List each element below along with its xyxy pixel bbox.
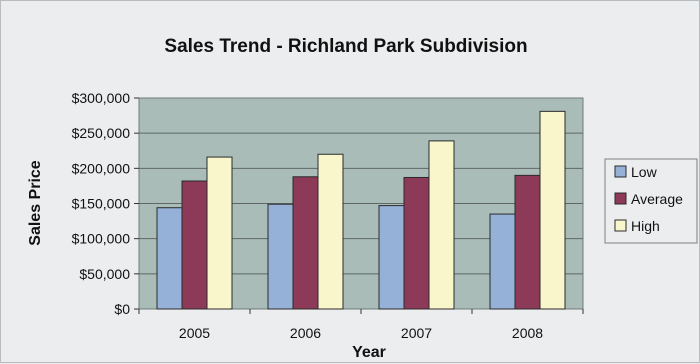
- bar-low-2008: [489, 213, 516, 310]
- x-tick-label: 2007: [401, 325, 432, 341]
- y-tick-label: $0: [114, 301, 130, 317]
- legend-swatch-average: [614, 192, 627, 205]
- y-tick-label: $50,000: [79, 266, 130, 282]
- x-tick-label: 2008: [512, 325, 543, 341]
- bar-high-2007: [428, 140, 455, 310]
- bar-low-2006: [267, 203, 294, 310]
- legend: Low Average High: [604, 158, 698, 244]
- bar-high-2006: [317, 153, 344, 310]
- y-tick-label: $250,000: [72, 125, 131, 141]
- legend-swatch-high: [614, 219, 627, 232]
- bar-high-2005: [206, 156, 233, 310]
- bar-average-2008: [514, 174, 541, 310]
- y-tick-label: $150,000: [72, 196, 131, 212]
- chart-title: Sales Trend - Richland Park Subdivision: [164, 36, 527, 57]
- y-tick-label: $200,000: [72, 160, 131, 176]
- legend-swatch-low: [614, 165, 627, 178]
- legend-label-high: High: [631, 218, 660, 234]
- bar-average-2005: [181, 180, 208, 310]
- legend-label-average: Average: [631, 191, 683, 207]
- bar-average-2006: [292, 176, 319, 310]
- legend-label-low: Low: [631, 164, 658, 180]
- x-tick-label: 2006: [290, 325, 321, 341]
- bar-average-2007: [403, 176, 430, 310]
- bar-low-2005: [156, 207, 183, 310]
- bar-low-2007: [378, 205, 405, 310]
- bar-high-2008: [539, 110, 566, 310]
- y-tick-label: $100,000: [72, 231, 131, 247]
- y-axis-label: Sales Price: [27, 160, 44, 246]
- x-tick-label: 2005: [179, 325, 210, 341]
- bars: [156, 110, 566, 310]
- y-axis-ticks: $0 $50,000 $100,000 $150,000 $200,000 $250,00…: [72, 90, 139, 317]
- x-axis-ticks: 2005 2006 2007 2008: [138, 309, 584, 341]
- y-tick-label: $300,000: [72, 90, 131, 106]
- x-axis-label: Year: [352, 344, 386, 361]
